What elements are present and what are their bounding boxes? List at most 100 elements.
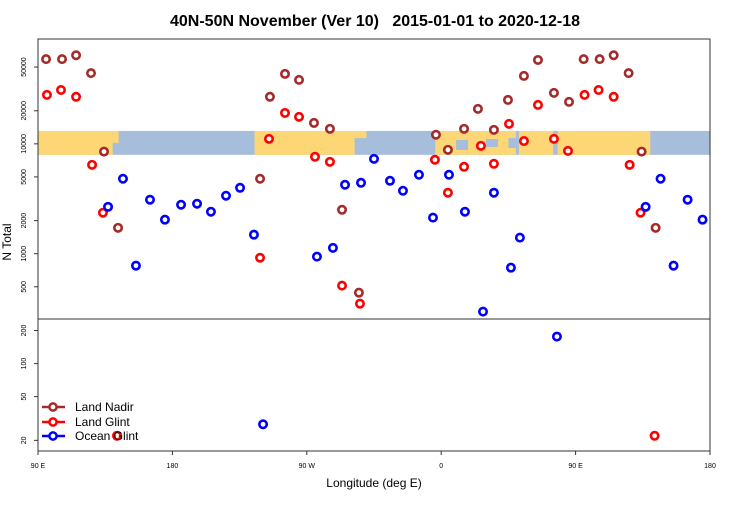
data-point (294, 74, 305, 85)
data-point (478, 306, 489, 317)
data-point (459, 206, 470, 217)
data-point (488, 158, 499, 169)
chart-title: 40N-50N November (Ver 10) 2015-01-01 to … (170, 13, 580, 30)
map-strip (38, 130, 710, 155)
data-point (532, 54, 543, 65)
legend-marker (48, 402, 58, 412)
data-point (623, 68, 634, 79)
data-point (413, 169, 424, 180)
data-point (442, 187, 453, 198)
data-point (429, 154, 440, 165)
land-area (575, 130, 651, 155)
data-point (337, 204, 348, 215)
data-point (86, 68, 97, 79)
data-point (503, 118, 514, 129)
x-axis-label: Longitude (deg E) (326, 476, 421, 490)
data-point (324, 156, 335, 167)
data-point (608, 50, 619, 61)
data-point (518, 70, 529, 81)
data-point (205, 206, 216, 217)
y-tick-label: 50000 (21, 57, 28, 77)
data-point (340, 179, 351, 190)
data-point (459, 123, 470, 134)
data-point (472, 103, 483, 114)
y-tick-label: 5000 (21, 169, 28, 185)
data-point (443, 169, 454, 180)
land-area (435, 130, 516, 155)
sea-area (486, 138, 498, 147)
data-point (668, 260, 679, 271)
data-point (294, 111, 305, 122)
legend-marker (48, 417, 58, 427)
y-tick-label: 20 (21, 436, 28, 444)
legend-label: Ocean Glint (75, 429, 139, 443)
land-area (254, 130, 355, 155)
y-tick-label: 2000 (21, 213, 28, 229)
data-point (548, 87, 559, 98)
data-point (308, 117, 319, 128)
data-point (488, 124, 499, 135)
y-tick-label: 100 (21, 358, 28, 370)
data-point (502, 94, 513, 105)
legend: Land Nadir Land Glint Ocean Glint (42, 400, 139, 443)
legend-item-land-glint: Land Glint (42, 415, 130, 429)
data-point (111, 430, 122, 441)
data-point (532, 99, 543, 110)
y-tick-label: 10000 (21, 134, 28, 154)
data-point (475, 140, 486, 151)
data-point (384, 175, 395, 186)
legend-label: Land Nadir (75, 400, 134, 414)
y-tick-label: 500 (21, 281, 28, 293)
data-point (562, 145, 573, 156)
data-point (327, 242, 338, 253)
data-point (430, 129, 441, 140)
legend-item-land-nadir: Land Nadir (42, 400, 134, 414)
data-points (41, 50, 708, 441)
data-point (279, 68, 290, 79)
data-point (640, 201, 651, 212)
data-point (235, 182, 246, 193)
y-axis: 500 1000 2000 5000 10000 20000 50000 20 50 100 200 (21, 57, 38, 444)
data-point (130, 260, 141, 271)
data-point (41, 54, 52, 65)
x-tick-label: 0 (439, 463, 443, 470)
data-point (113, 222, 124, 233)
data-point (145, 194, 156, 205)
plot-frame (37, 38, 711, 452)
data-point (324, 123, 335, 134)
data-point (264, 91, 275, 102)
data-point (488, 187, 499, 198)
data-point (248, 229, 259, 240)
data-point (99, 146, 110, 157)
land-area (38, 130, 113, 155)
data-point (548, 133, 559, 144)
data-point (636, 146, 647, 157)
data-point (71, 50, 82, 61)
y-tick-label: 1000 (21, 246, 28, 262)
x-tick-label: 90 E (568, 463, 583, 470)
data-point (356, 177, 367, 188)
land-area (354, 130, 367, 139)
data-point (594, 54, 605, 65)
x-axis: 90 E 180 90 W 0 90 E 180 (31, 451, 716, 470)
data-point (608, 91, 619, 102)
series-land-glint (41, 85, 660, 441)
data-point (57, 54, 68, 65)
x-tick-label: 180 (167, 463, 179, 470)
y-tick-label: 20000 (21, 101, 28, 121)
data-point (337, 280, 348, 291)
data-point (97, 207, 108, 218)
data-point (354, 298, 365, 309)
data-point (518, 136, 529, 147)
sea-area (508, 137, 516, 148)
x-tick-label: 90 W (299, 463, 316, 470)
land-area (112, 130, 119, 143)
data-point (255, 173, 266, 184)
data-point (311, 251, 322, 262)
x-tick-label: 180 (704, 463, 716, 470)
data-point (353, 287, 364, 298)
data-point (255, 252, 266, 263)
data-point (697, 214, 708, 225)
data-point (624, 159, 635, 170)
